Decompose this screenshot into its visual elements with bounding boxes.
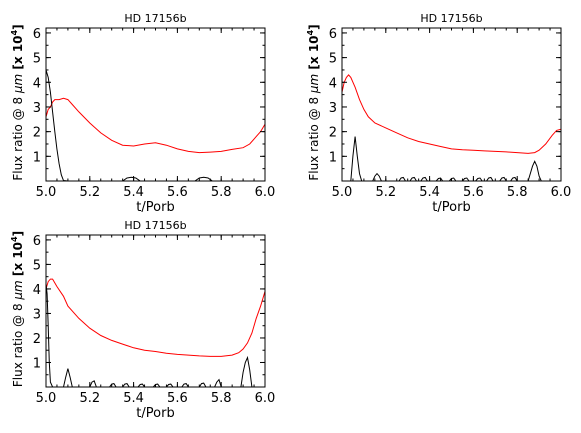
- x-tick-label: 5.6: [167, 185, 188, 200]
- plot-frame: [45, 234, 266, 388]
- x-axis-label: t/Porb: [432, 200, 470, 215]
- x-tick-label: 6.0: [551, 185, 572, 200]
- chart-3: HD 17156b 5.0 5.2 5.4 5.6 5.8 6.0 1 2 3 4 5 6 t/Porb F…: [10, 219, 275, 421]
- y-axis-label: Flux ratio @ 8 μm [x 104]: [10, 24, 25, 180]
- x-tick-label: 5.2: [79, 391, 100, 406]
- y-axis-label-part: 4: [306, 29, 315, 35]
- y-tick-label: 4: [33, 283, 41, 298]
- y-axis-label-part: 4: [10, 236, 19, 242]
- series-line-black: [46, 69, 265, 181]
- y-axis-label-part: μm: [307, 74, 321, 94]
- y-axis-label-part: ]: [307, 24, 321, 29]
- y-axis-label: Flux ratio @ 8 μm [x 104]: [10, 231, 25, 387]
- x-axis-label: t/Porb: [136, 406, 174, 421]
- x-tick-label: 5.0: [36, 185, 57, 200]
- y-tick-label: 4: [329, 76, 337, 91]
- y-tick-label: 6: [33, 27, 41, 42]
- y-axis-label-part: 4: [10, 29, 19, 35]
- series-line-black: [342, 136, 561, 181]
- x-tick-label: 5.4: [123, 391, 144, 406]
- y-tick-label: 2: [33, 332, 41, 347]
- y-tick-label: 3: [329, 101, 337, 116]
- x-tick-label: 5.8: [211, 391, 232, 406]
- x-tick-label: 6.0: [255, 185, 276, 200]
- y-tick-label: 5: [329, 52, 337, 67]
- plot-frame: [341, 27, 562, 182]
- y-axis-label-part: [x 10: [11, 242, 25, 280]
- y-tick-label: 1: [329, 150, 337, 165]
- x-tick-label: 5.0: [332, 185, 353, 200]
- x-tick-label: 5.2: [375, 185, 396, 200]
- y-axis-label: Flux ratio @ 8 μm [x 104]: [306, 24, 321, 180]
- y-tick-label: 1: [33, 150, 41, 165]
- series-line-black: [46, 283, 265, 387]
- x-axis-label: t/Porb: [136, 200, 174, 215]
- y-tick-label: 5: [33, 258, 41, 273]
- y-tick-label: 3: [33, 307, 41, 322]
- series-line-red: [46, 278, 265, 357]
- x-tick-label: 6.0: [255, 391, 276, 406]
- chart-1: HD 17156b 5.0 5.2 5.4 5.6 5.8 6.0 1 2 3 4 5 6 t/Porb F…: [10, 12, 275, 215]
- y-axis-label-part: [x 10: [11, 35, 25, 73]
- y-tick-label: 3: [33, 101, 41, 116]
- y-axis-label-part: Flux ratio @ 8: [11, 300, 25, 388]
- x-tick-label: 5.8: [507, 185, 528, 200]
- y-tick-label: 5: [33, 52, 41, 67]
- y-tick-label: 6: [33, 234, 41, 249]
- chart-title: HD 17156b: [124, 12, 186, 25]
- chart-2: HD 17156b 5.0 5.2 5.4 5.6 5.8 6.0 1 2 3 4 5 6 t/Porb F…: [306, 12, 571, 215]
- y-axis-label-part: μm: [11, 280, 25, 300]
- y-axis-label-part: ]: [11, 24, 25, 29]
- y-axis-label-part: ]: [11, 231, 25, 236]
- plot-frame: [45, 27, 266, 182]
- series-line-red: [342, 74, 561, 154]
- chart-title: HD 17156b: [420, 12, 482, 25]
- y-axis-label-part: Flux ratio @ 8: [11, 93, 25, 181]
- x-tick-label: 5.6: [463, 185, 484, 200]
- x-tick-label: 5.0: [36, 391, 57, 406]
- y-tick-label: 6: [329, 27, 337, 42]
- x-tick-label: 5.4: [123, 185, 144, 200]
- series-line-red: [46, 97, 265, 154]
- y-tick-label: 1: [33, 356, 41, 371]
- y-axis-label-part: [x 10: [307, 35, 321, 73]
- y-axis-label-part: μm: [11, 74, 25, 94]
- y-tick-label: 4: [33, 76, 41, 91]
- x-tick-label: 5.8: [211, 185, 232, 200]
- x-tick-label: 5.6: [167, 391, 188, 406]
- y-tick-label: 2: [329, 126, 337, 141]
- y-tick-label: 2: [33, 126, 41, 141]
- chart-title: HD 17156b: [124, 219, 186, 232]
- x-tick-label: 5.4: [419, 185, 440, 200]
- x-tick-label: 5.2: [79, 185, 100, 200]
- y-axis-label-part: Flux ratio @ 8: [307, 93, 321, 181]
